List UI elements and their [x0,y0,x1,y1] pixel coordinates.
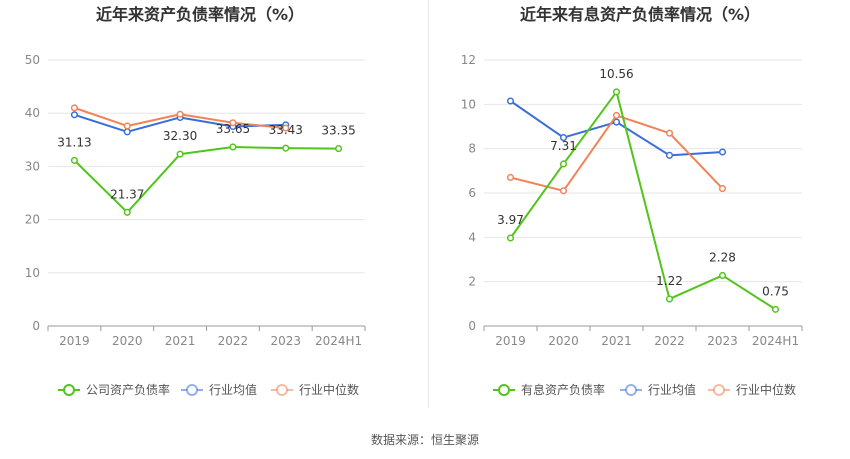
data-point-0 [176,150,184,158]
legend-swatch-marker [713,384,725,396]
data-point-2 [229,119,237,127]
data-point-0 [771,305,780,313]
legend-swatch-marker [63,384,75,396]
debt-ratio-chart: 近年来资产负债率情况（%） 0 10 20 30 40 50 2019 2020 2021 2022… [25,5,366,397]
data-label: 31.13 [57,135,91,149]
data-label: 21.37 [110,187,144,201]
y-tick-label: 12 [461,53,476,67]
data-label: 1.22 [656,274,683,288]
data-point-2 [123,122,131,130]
legend-item-2: 行业中位数 [708,382,796,397]
data-point-2 [612,111,621,119]
data-label: 32.30 [163,129,197,143]
series-line-0 [73,145,339,214]
x-tick-label: 2021 [601,334,632,348]
y-tick-label: 10 [25,266,40,280]
x-tick-label: 2024H1 [315,334,362,348]
legend-swatch-marker [625,384,637,396]
data-point-1 [506,97,515,105]
legend-item-1: 行业均值 [620,382,696,397]
data-label: 33.43 [269,123,303,137]
x-tick-label: 2022 [218,334,249,348]
y-tick-label: 6 [468,186,476,200]
data-point-1 [70,111,78,119]
data-point-0 [123,208,131,216]
data-point-0 [282,144,290,152]
chart-title: 近年来资产负债率情况（%） [96,5,304,24]
y-tick-label: 0 [468,319,476,333]
x-tick-label: 2022 [654,334,685,348]
y-tick-label: 8 [468,142,476,156]
data-point-1 [559,134,568,142]
data-point-2 [506,173,515,182]
x-tick-label: 2024H1 [752,334,799,348]
x-tick-label: 2020 [548,334,579,348]
y-tick-label: 4 [468,230,476,244]
data-point-2 [665,129,674,137]
data-point-0 [665,295,674,303]
y-tick-label: 50 [25,53,40,67]
data-label: 7.31 [550,139,577,153]
legend-label: 行业中位数 [736,382,796,397]
x-tick-label: 2020 [112,334,143,348]
data-point-2 [559,187,568,195]
legend-label: 行业均值 [648,382,696,397]
data-label: 3.97 [497,213,524,227]
data-label: 33.65 [216,122,250,136]
legend-item-2: 行业中位数 [271,382,359,397]
data-point-1 [718,148,727,156]
legend-label: 行业均值 [209,382,257,397]
data-point-0 [229,143,237,151]
data-point-0 [559,160,568,168]
panel-divider [428,0,429,408]
legend-item-0: 公司资产负债率 [58,382,170,397]
data-label: 33.35 [321,124,355,138]
x-tick-label: 2021 [165,334,196,348]
data-point-2 [718,185,727,193]
data-point-0 [70,156,78,164]
x-tick-label: 2023 [707,334,738,348]
y-tick-label: 0 [32,319,40,333]
legend-label: 有息资产负债率 [521,382,605,397]
data-label: 0.75 [762,284,789,298]
data-point-0 [718,271,727,280]
source-note: 数据来源：恒生聚源 [370,433,479,447]
data-point-1 [612,118,621,126]
x-tick-label: 2019 [495,334,526,348]
data-point-0 [506,234,515,242]
legend-swatch-marker [276,384,288,396]
legend-item-1: 行业均值 [181,382,257,397]
y-tick-label: 10 [461,97,476,111]
data-label: 2.28 [709,250,736,264]
interest-bearing-debt-ratio-chart: 近年来有息资产负债率情况（%） 0 2 4 6 8 10 12 2019 2020 2021 2022… [461,5,803,397]
y-tick-label: 30 [25,159,40,173]
legend-label: 行业中位数 [299,382,359,397]
x-tick-label: 2019 [59,334,90,348]
data-point-2 [70,104,78,112]
y-tick-label: 2 [468,275,476,289]
legend-item-0: 有息资产负债率 [493,382,605,397]
legend-swatch-marker [186,384,198,396]
legend-swatch-marker [498,384,510,396]
y-tick-label: 40 [25,106,40,120]
data-point-0 [612,88,621,96]
x-tick-label: 2023 [270,334,301,348]
data-point-1 [665,151,674,159]
data-point-2 [176,110,184,118]
data-label: 10.56 [599,67,633,81]
data-point-1 [123,128,131,136]
chart-title: 近年来有息资产负债率情况（%） [520,5,760,24]
data-point-0 [335,145,343,153]
data-point-2 [282,124,290,132]
series-line-1 [509,100,723,157]
legend-label: 公司资产负债率 [86,382,170,397]
y-tick-label: 20 [25,213,40,227]
series-line-0 [509,90,777,311]
